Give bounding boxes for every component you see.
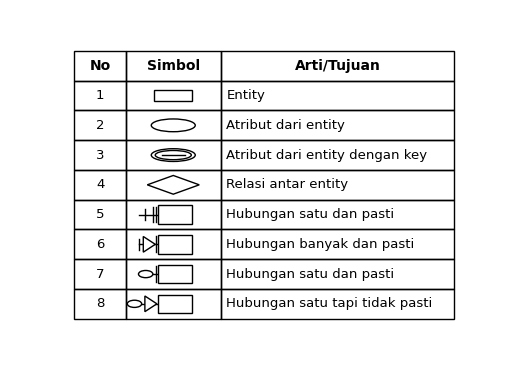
Bar — [126, 81, 221, 111]
Text: Relasi antar entity: Relasi antar entity — [227, 178, 349, 191]
Ellipse shape — [138, 270, 153, 278]
Text: Simbol: Simbol — [147, 59, 200, 73]
Bar — [126, 170, 221, 200]
Bar — [221, 170, 455, 200]
Ellipse shape — [127, 300, 142, 307]
Bar — [126, 259, 221, 289]
Bar — [154, 90, 192, 101]
Text: 4: 4 — [96, 178, 104, 191]
Text: Hubungan satu dan pasti: Hubungan satu dan pasti — [227, 268, 395, 281]
Text: 5: 5 — [96, 208, 104, 221]
Bar — [221, 259, 455, 289]
Bar — [126, 140, 221, 170]
Text: 3: 3 — [96, 149, 104, 161]
Bar — [74, 81, 126, 111]
Polygon shape — [145, 296, 157, 312]
Bar — [221, 111, 455, 140]
Bar — [221, 229, 455, 259]
Ellipse shape — [155, 150, 191, 160]
Polygon shape — [147, 175, 199, 194]
Bar — [158, 295, 192, 313]
Bar — [126, 229, 221, 259]
Bar — [158, 265, 192, 283]
Bar — [74, 289, 126, 319]
Bar — [74, 140, 126, 170]
Text: 8: 8 — [96, 297, 104, 310]
Bar — [126, 289, 221, 319]
Bar — [74, 170, 126, 200]
Bar — [74, 111, 126, 140]
Text: 2: 2 — [96, 119, 104, 132]
Ellipse shape — [151, 149, 195, 161]
Text: Hubungan satu dan pasti: Hubungan satu dan pasti — [227, 208, 395, 221]
Bar — [221, 81, 455, 111]
Bar — [221, 200, 455, 229]
Text: Arti/Tujuan: Arti/Tujuan — [295, 59, 380, 73]
Text: Atribut dari entity: Atribut dari entity — [227, 119, 345, 132]
Text: Hubungan satu tapi tidak pasti: Hubungan satu tapi tidak pasti — [227, 297, 433, 310]
Text: No: No — [89, 59, 111, 73]
Bar — [74, 51, 126, 81]
Text: Entity: Entity — [227, 89, 265, 102]
Bar — [74, 200, 126, 229]
Polygon shape — [143, 236, 155, 252]
Bar — [158, 205, 192, 224]
Bar — [74, 229, 126, 259]
Bar — [126, 111, 221, 140]
Ellipse shape — [151, 119, 195, 132]
Text: 7: 7 — [96, 268, 104, 281]
Text: Hubungan banyak dan pasti: Hubungan banyak dan pasti — [227, 238, 415, 251]
Bar — [221, 289, 455, 319]
Text: Atribut dari entity dengan key: Atribut dari entity dengan key — [227, 149, 428, 161]
Bar — [74, 259, 126, 289]
Bar — [126, 51, 221, 81]
Text: 6: 6 — [96, 238, 104, 251]
Bar — [221, 140, 455, 170]
Text: 1: 1 — [96, 89, 104, 102]
Bar — [221, 51, 455, 81]
Bar — [126, 200, 221, 229]
Bar — [158, 235, 192, 254]
